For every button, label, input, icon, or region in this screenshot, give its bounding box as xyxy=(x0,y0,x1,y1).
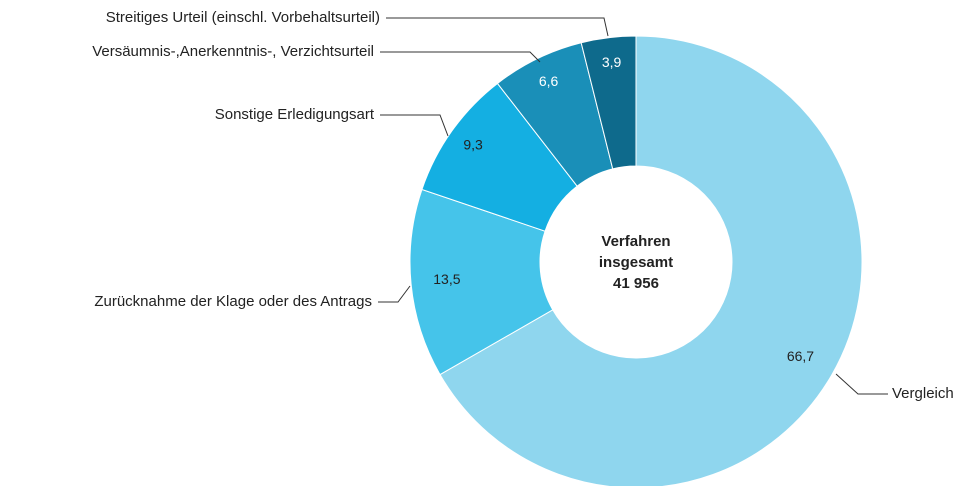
center-text: 41 956 xyxy=(613,275,659,292)
center-text: Verfahren xyxy=(601,233,670,250)
value-label: 3,9 xyxy=(602,54,622,70)
leader-line xyxy=(835,373,888,395)
value-label: 9,3 xyxy=(463,137,483,153)
slice xyxy=(580,35,637,170)
value-label: 66,7 xyxy=(787,348,814,364)
slices xyxy=(409,35,863,486)
category-label: Zurücknahme der Klage oder des Antrags xyxy=(94,293,372,310)
value-label: 13,5 xyxy=(433,271,460,287)
slice xyxy=(439,35,863,486)
category-label: Vergleich xyxy=(892,385,954,402)
leader-line xyxy=(380,51,541,63)
category-label: Versäumnis-,Anerkenntnis-, Verzichtsurte… xyxy=(92,43,374,60)
leader-line xyxy=(386,17,609,37)
slice xyxy=(409,188,554,376)
category-label: Sonstige Erledigungsart xyxy=(215,106,375,123)
value-label: 6,6 xyxy=(539,73,559,89)
category-label: Streitiges Urteil (einschl. Vorbehaltsur… xyxy=(106,9,380,26)
leader-line xyxy=(378,285,411,303)
leader-line xyxy=(380,114,449,137)
center-text: insgesamt xyxy=(599,254,673,271)
